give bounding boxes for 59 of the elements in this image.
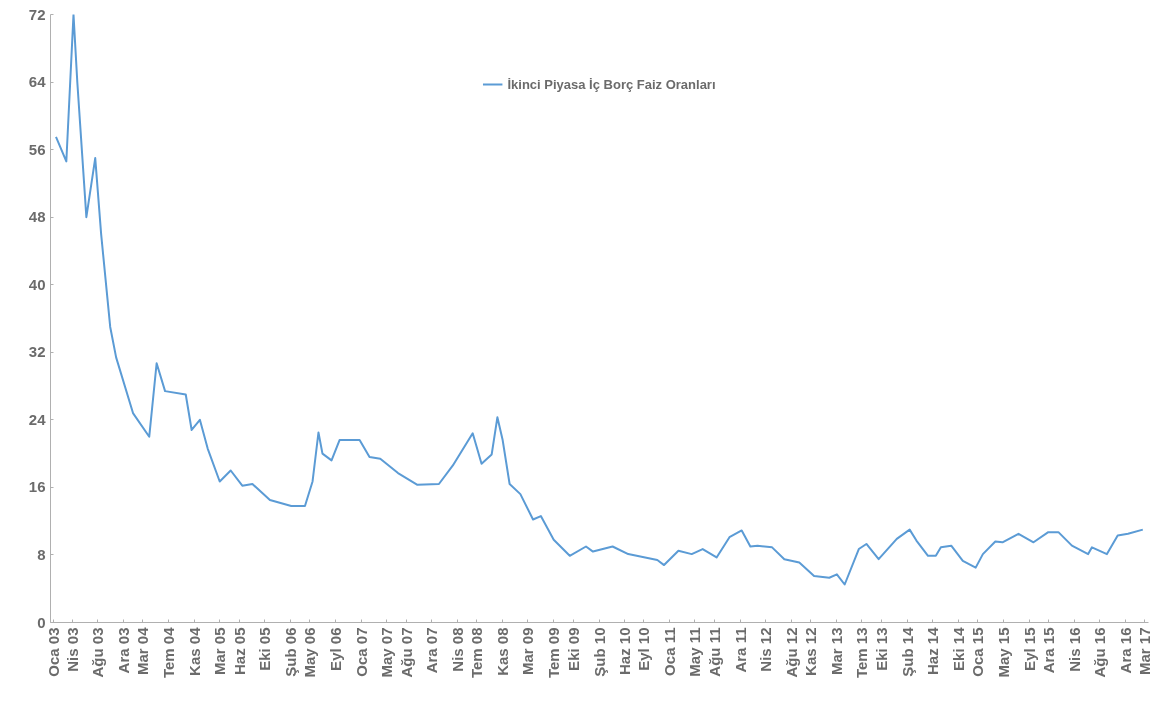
- x-tick-label: Kas 12: [802, 627, 820, 676]
- x-tick-label: Ara 11: [731, 627, 749, 673]
- x-tick-label: Mar 13: [827, 627, 845, 676]
- x-tick-label: Eki 09: [564, 627, 582, 671]
- x-tick-label: Eyl 15: [1020, 627, 1038, 671]
- x-tick-label: Ağu 11: [705, 627, 723, 677]
- x-tick-label: Tem 09: [545, 627, 563, 679]
- x-tick-label: Haz 05: [230, 627, 248, 676]
- y-tick-label: 64: [28, 73, 47, 91]
- y-tick-label: 40: [28, 275, 46, 293]
- x-tick-label: Mar 05: [211, 627, 229, 676]
- x-tick-label: Ara 07: [423, 627, 441, 674]
- x-tick-label: Mar 09: [519, 627, 537, 676]
- x-tick-label: Nis 12: [757, 627, 775, 672]
- x-tick-label: Oca 03: [44, 627, 62, 677]
- x-tick-label: Haz 10: [615, 627, 633, 676]
- x-tick-label: Mar 17: [1135, 627, 1153, 676]
- x-tick-label: Ağu 07: [397, 627, 415, 678]
- x-tick-label: Nis 03: [63, 627, 81, 672]
- x-tick-label: Mar 04: [134, 626, 152, 676]
- x-tick-label: Şub 06: [282, 627, 300, 677]
- x-tick-label: Tem 08: [468, 627, 486, 679]
- y-tick-label: 56: [28, 140, 46, 158]
- y-tick-label: 0: [37, 613, 46, 631]
- y-tick-label: 16: [28, 478, 46, 496]
- x-tick-label: Ara 16: [1117, 627, 1134, 674]
- x-tick-label: Oca 11: [661, 627, 679, 676]
- x-tick-label: Oca 07: [352, 627, 370, 677]
- x-tick-label: Eyl 10: [635, 627, 653, 671]
- line-series: [54, 14, 1144, 586]
- x-tick-label: Eki 14: [949, 626, 967, 671]
- y-tick-label: 72: [28, 5, 46, 23]
- x-tick-label: May 06: [301, 627, 319, 678]
- x-tick-label: Ağu 03: [89, 627, 107, 678]
- x-tick-label: Kas 04: [185, 626, 203, 676]
- x-tick-label: Tem 04: [159, 626, 177, 679]
- y-tick-label: 8: [37, 545, 46, 563]
- x-tick-label: Eki 05: [256, 627, 274, 671]
- x-tick-label: Ara 15: [1039, 627, 1057, 674]
- x-tick-label: Eki 13: [872, 627, 890, 671]
- x-tick-label: Nis 08: [449, 627, 466, 672]
- x-tick-label: Eyl 06: [327, 627, 345, 671]
- x-tick-label: Oca 15: [969, 627, 987, 677]
- x-tick-label: Ara 03: [115, 627, 132, 674]
- x-tick-label: May 07: [378, 627, 396, 678]
- x-tick-label: Ağu 12: [783, 627, 800, 678]
- x-tick-label: Tem 13: [853, 627, 871, 679]
- x-tick-label: May 11: [686, 627, 704, 677]
- x-tick-label: Ağu 16: [1091, 627, 1109, 678]
- x-tick-label: Kas 08: [494, 627, 512, 676]
- x-tick-label: May 15: [994, 627, 1012, 678]
- x-tick-label: Haz 14: [924, 626, 942, 676]
- x-tick-label: Nis 16: [1065, 627, 1083, 672]
- y-tick-label: 48: [28, 208, 46, 226]
- legend-label: İkinci Piyasa İç Borç Faiz Oranları: [507, 76, 716, 92]
- y-tick-label: 24: [28, 410, 47, 428]
- y-tick-label: 32: [28, 343, 46, 361]
- x-tick-label: Şub 14: [898, 626, 916, 677]
- x-tick-label: Şub 10: [590, 627, 608, 677]
